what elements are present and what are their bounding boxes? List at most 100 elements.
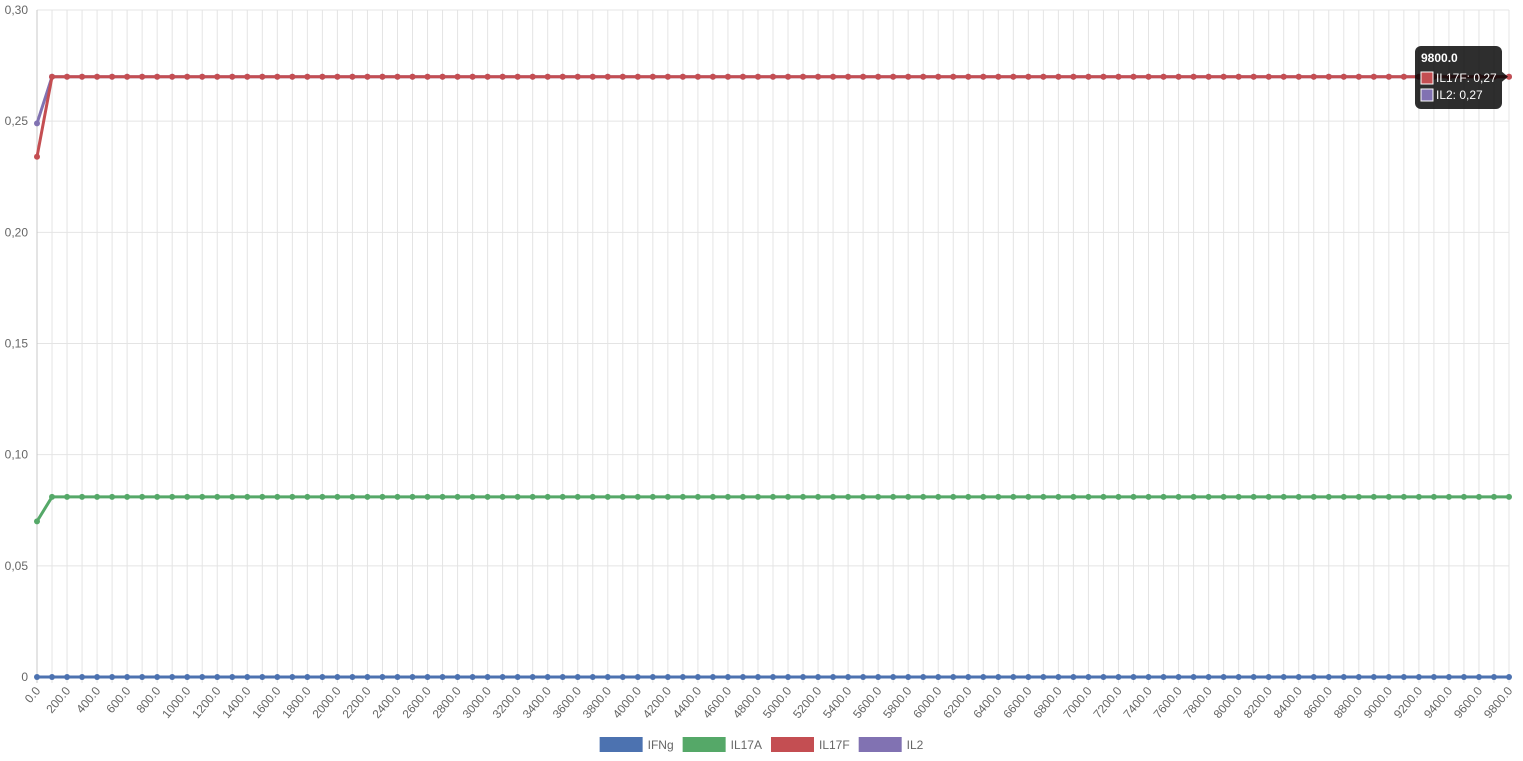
data-point-ifng[interactable] [94,674,101,680]
data-point-il17f[interactable] [1205,73,1212,80]
data-point-ifng[interactable] [1025,674,1032,680]
data-point-il17f[interactable] [1355,73,1362,80]
data-point-ifng[interactable] [1235,674,1242,680]
data-point-ifng[interactable] [890,674,897,680]
data-point-ifng[interactable] [1475,674,1482,680]
data-point-il17f[interactable] [860,73,867,80]
data-point-il17a[interactable] [1220,493,1227,500]
data-point-ifng[interactable] [1085,674,1092,680]
data-point-ifng[interactable] [815,674,822,680]
data-point-il17f[interactable] [694,73,701,80]
data-point-il17f[interactable] [1506,73,1512,80]
data-point-il17f[interactable] [724,73,731,80]
data-point-il17a[interactable] [935,493,942,500]
data-point-il17a[interactable] [1400,493,1407,500]
data-point-il17a[interactable] [424,493,431,500]
data-point-il17a[interactable] [124,493,131,500]
data-point-il17f[interactable] [1040,73,1047,80]
data-point-ifng[interactable] [574,674,581,680]
data-point-ifng[interactable] [214,674,221,680]
data-point-il17a[interactable] [1040,493,1047,500]
data-point-il17f[interactable] [214,73,221,80]
data-point-il17f[interactable] [1325,73,1332,80]
data-point-il17a[interactable] [214,493,221,500]
data-point-ifng[interactable] [965,674,972,680]
data-point-ifng[interactable] [394,674,401,680]
data-point-il17a[interactable] [920,493,927,500]
data-point-ifng[interactable] [229,674,236,680]
data-point-il17a[interactable] [229,493,236,500]
data-point-il17a[interactable] [950,493,957,500]
data-point-il17f[interactable] [589,73,596,80]
data-point-il17a[interactable] [1055,493,1062,500]
data-point-ifng[interactable] [694,674,701,680]
data-point-ifng[interactable] [1115,674,1122,680]
data-point-ifng[interactable] [995,674,1002,680]
data-point-il17a[interactable] [1025,493,1032,500]
data-point-il17a[interactable] [1415,493,1422,500]
data-point-il17a[interactable] [574,493,581,500]
data-point-ifng[interactable] [1490,674,1497,680]
data-point-il17a[interactable] [905,493,912,500]
data-point-il17f[interactable] [950,73,957,80]
data-point-ifng[interactable] [1355,674,1362,680]
data-point-il17a[interactable] [965,493,972,500]
data-point-il17a[interactable] [694,493,701,500]
data-point-il17a[interactable] [154,493,161,500]
data-point-il17f[interactable] [1385,73,1392,80]
data-point-ifng[interactable] [379,674,386,680]
data-point-ifng[interactable] [334,674,341,680]
data-point-il17a[interactable] [664,493,671,500]
data-point-ifng[interactable] [139,674,146,680]
data-point-il17f[interactable] [304,73,311,80]
data-point-il17f[interactable] [785,73,792,80]
data-point-il17a[interactable] [109,493,116,500]
data-point-il17f[interactable] [34,153,40,160]
data-point-il17a[interactable] [679,493,686,500]
data-point-il17f[interactable] [1115,73,1122,80]
data-point-ifng[interactable] [1280,674,1287,680]
data-point-ifng[interactable] [1220,674,1227,680]
data-point-il17a[interactable] [559,493,566,500]
data-point-il17f[interactable] [1160,73,1167,80]
data-point-il17a[interactable] [409,493,416,500]
data-point-il17a[interactable] [1085,493,1092,500]
data-point-ifng[interactable] [1310,674,1317,680]
data-point-il17a[interactable] [604,493,611,500]
data-point-ifng[interactable] [1055,674,1062,680]
data-point-ifng[interactable] [439,674,446,680]
data-point-ifng[interactable] [589,674,596,680]
data-point-ifng[interactable] [1445,674,1452,680]
data-point-il17f[interactable] [94,73,101,80]
data-point-il17a[interactable] [454,493,461,500]
data-point-ifng[interactable] [454,674,461,680]
data-point-il17a[interactable] [439,493,446,500]
data-point-il17f[interactable] [319,73,326,80]
data-point-il17f[interactable] [1295,73,1302,80]
data-point-il17f[interactable] [1340,73,1347,80]
data-point-il17a[interactable] [754,493,761,500]
data-point-il17f[interactable] [1010,73,1017,80]
data-point-ifng[interactable] [875,674,882,680]
data-point-il17f[interactable] [619,73,626,80]
data-point-ifng[interactable] [664,674,671,680]
data-point-ifng[interactable] [950,674,957,680]
data-point-ifng[interactable] [980,674,987,680]
data-point-il17f[interactable] [890,73,897,80]
data-point-il17f[interactable] [364,73,371,80]
data-point-il17f[interactable] [79,73,86,80]
data-point-il17f[interactable] [454,73,461,80]
data-point-il17f[interactable] [920,73,927,80]
data-point-il17f[interactable] [1175,73,1182,80]
data-point-il17a[interactable] [815,493,822,500]
data-point-ifng[interactable] [349,674,356,680]
data-point-il17a[interactable] [1355,493,1362,500]
data-point-ifng[interactable] [604,674,611,680]
data-point-ifng[interactable] [1370,674,1377,680]
data-point-ifng[interactable] [1010,674,1017,680]
data-point-il17f[interactable] [1265,73,1272,80]
data-point-il17a[interactable] [1325,493,1332,500]
data-point-ifng[interactable] [1175,674,1182,680]
data-point-il17a[interactable] [379,493,386,500]
data-point-il17a[interactable] [770,493,776,500]
